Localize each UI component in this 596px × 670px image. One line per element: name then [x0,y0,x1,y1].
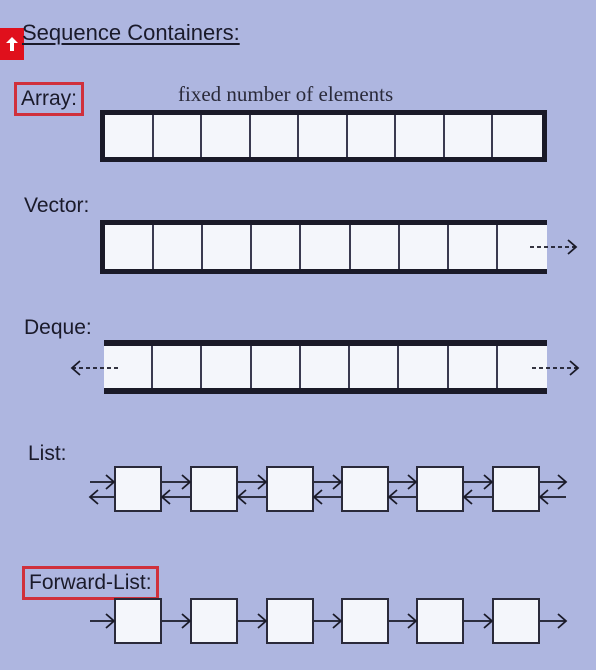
array-cell [396,115,445,157]
forward-next-arrow-head [557,613,568,629]
array-cell [202,115,251,157]
array-cell [105,115,154,157]
list-prev-arrow-head [387,489,398,505]
list-prev-arrow-head [462,489,473,505]
forward-list-label: Forward-List: [22,566,159,600]
forward-next-arrow-head [257,613,268,629]
list-node [114,466,162,512]
array-cell [299,115,348,157]
deque-cell [350,346,400,388]
list-label: List: [28,442,67,465]
list-next-arrow-head [257,474,268,490]
forward-next-arrow-head [407,613,418,629]
list-node [266,466,314,512]
list-next-arrow-head [105,474,116,490]
deque-right-arrow-head [569,360,580,376]
array-note: fixed number of elements [178,82,394,106]
forward-next-arrow-head [181,613,192,629]
array-cell [348,115,397,157]
array-label: Array: [14,82,85,116]
deque-diagram [104,340,547,394]
list-prev-arrow-head [312,489,323,505]
list-next-arrow-head [332,474,343,490]
forward-next-arrow-head [483,613,494,629]
deque-cell [202,346,252,388]
forward-list-node [416,598,464,644]
list-prev-arrow-head [236,489,247,505]
list-node [416,466,464,512]
vector-cell [301,225,351,269]
deque-cell [104,346,154,388]
deque-cell [301,346,351,388]
forward-next-arrow-head [105,613,116,629]
forward-next-arrow-head [332,613,343,629]
vector-cell [105,225,155,269]
page-title: Sequence Containers: [22,20,240,45]
brand-logo-icon [0,28,24,60]
vector-cell [449,225,498,269]
list-next-arrow-head [407,474,418,490]
list-node [190,466,238,512]
vector-diagram [100,220,547,274]
list-next-arrow-head [557,474,568,490]
array-cell [251,115,300,157]
deque-left-arrow-head [70,360,81,376]
vector-grow-arrow-head [567,239,578,255]
vector-cell [351,225,400,269]
list-prev-arrow-head [160,489,171,505]
deque-cell [252,346,301,388]
deque-label: Deque: [24,316,92,339]
list-prev-arrow-head [88,489,99,505]
vector-label: Vector: [24,194,90,217]
vector-cell [252,225,302,269]
vector-cell [400,225,449,269]
deque-cell [153,346,203,388]
deque-cell [449,346,498,388]
forward-list-node [190,598,238,644]
array-cell [154,115,203,157]
list-next-arrow-head [181,474,192,490]
forward-list-node [492,598,540,644]
vector-cell [154,225,204,269]
array-diagram [100,110,547,162]
list-node [341,466,389,512]
deque-cell [399,346,449,388]
list-node [492,466,540,512]
list-prev-arrow-head [538,489,549,505]
vector-cell [203,225,253,269]
array-cell [445,115,494,157]
list-next-arrow-head [483,474,494,490]
